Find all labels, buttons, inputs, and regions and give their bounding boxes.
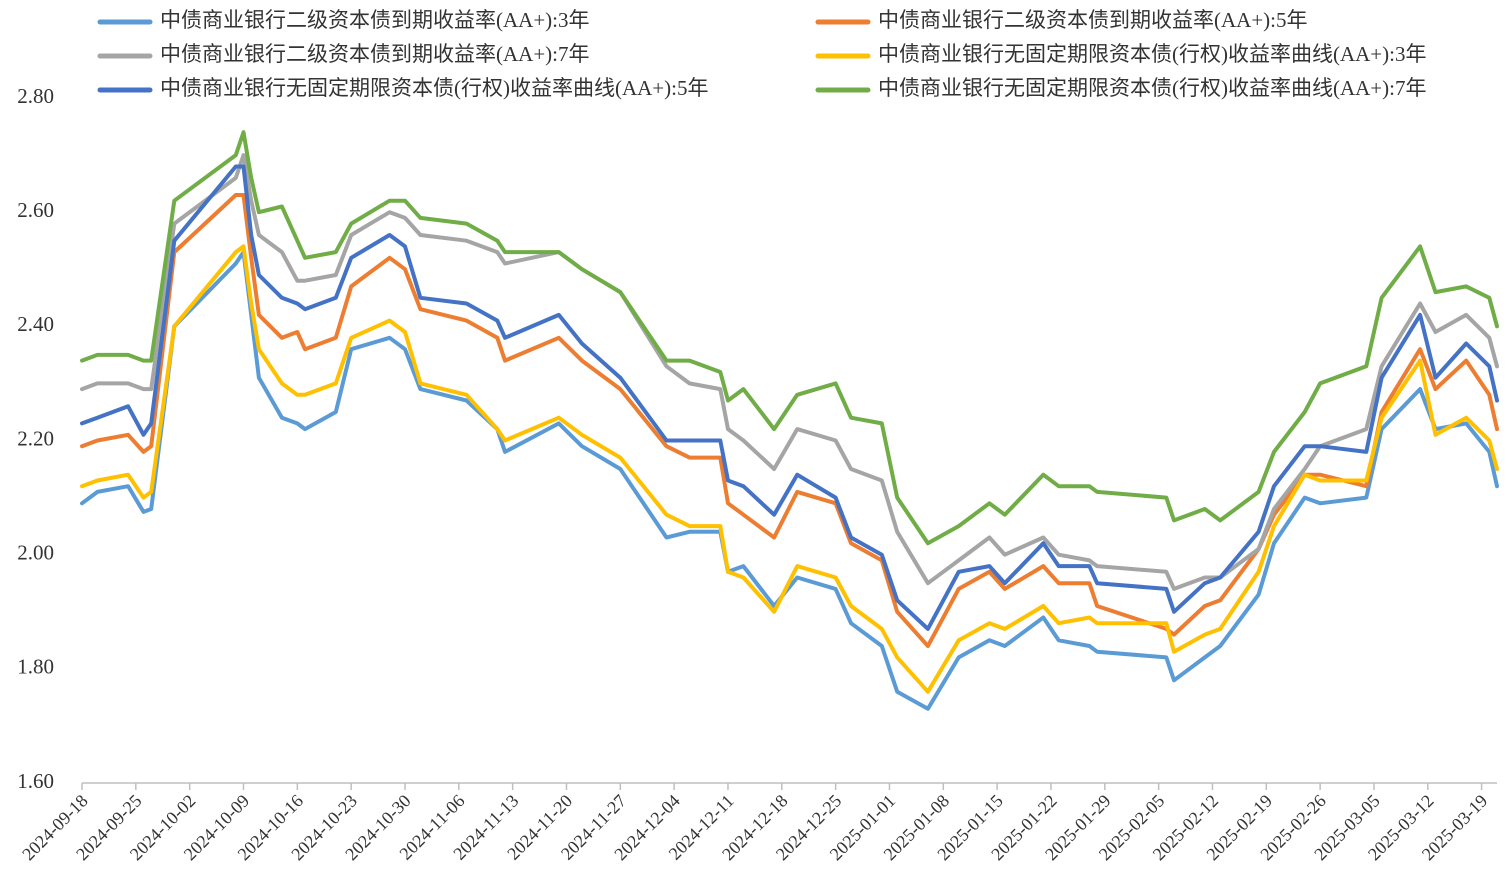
legend-label: 中债商业银行无固定期限资本债(行权)收益率曲线(AA+):7年: [878, 76, 1426, 100]
series-line: [80, 130, 1499, 546]
series-line: [80, 164, 1499, 631]
series-line: [80, 250, 1499, 711]
legend-label: 中债商业银行二级资本债到期收益率(AA+):7年: [160, 42, 590, 66]
y-tick-label: 2.20: [17, 426, 54, 450]
legend-label: 中债商业银行无固定期限资本债(行权)收益率曲线(AA+):5年: [160, 76, 708, 100]
legend-label: 中债商业银行二级资本债到期收益率(AA+):3年: [160, 8, 590, 32]
y-tick-label: 2.00: [17, 540, 54, 564]
y-tick-label: 2.80: [17, 84, 54, 108]
series-line: [80, 244, 1499, 694]
y-tick-label: 2.60: [17, 198, 54, 222]
y-tick-label: 2.40: [17, 312, 54, 336]
y-tick-label: 1.80: [17, 655, 54, 679]
series-line: [80, 153, 1499, 591]
legend-label: 中债商业银行无固定期限资本债(行权)收益率曲线(AA+):3年: [878, 42, 1426, 66]
y-tick-label: 1.60: [17, 769, 54, 793]
legend-label: 中债商业银行二级资本债到期收益率(AA+):5年: [878, 8, 1308, 32]
